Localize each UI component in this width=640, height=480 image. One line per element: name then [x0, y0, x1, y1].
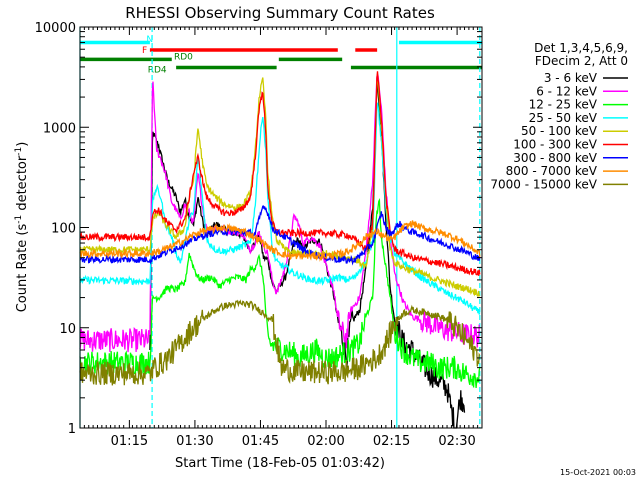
flag-label-rd0: RD0	[174, 52, 193, 62]
legend-label-1: 6 - 12 keV	[536, 84, 598, 98]
flag-bars: NF RD0 RD4	[80, 35, 482, 76]
series-lines	[79, 71, 481, 429]
legend-label-3: 25 - 50 keV	[529, 111, 598, 125]
y-axis-label-main: Count Rate (s	[15, 224, 30, 313]
y-tick-label-1: 10	[59, 322, 76, 337]
series-line-2	[79, 198, 481, 389]
series-line-1	[79, 73, 481, 353]
legend-header-line1: Det 1,3,4,5,6,9,	[534, 41, 628, 55]
flag-label-n: N	[146, 35, 153, 45]
axes: 01:15 01:30 01:45 02:00 02:15 02:30 1 10 100 1000…	[35, 21, 483, 449]
x-tick-label-3: 02:00	[307, 434, 344, 449]
x-tick-label-5: 02:30	[438, 434, 475, 449]
x-tick-label-1: 01:30	[176, 434, 213, 449]
y-tick-label-4: 10000	[35, 21, 76, 36]
flag-label-f: F	[142, 46, 147, 56]
legend-label-0: 3 - 6 keV	[544, 71, 598, 85]
series-line-8	[79, 299, 481, 386]
y-axis-label-sup2: -1	[14, 147, 24, 156]
y-tick-label-0: 1	[68, 422, 76, 437]
legend-label-4: 50 - 100 keV	[521, 124, 598, 138]
legend-label-7: 800 - 7000 keV	[506, 164, 598, 178]
legend-header-line2: FDecim 2, Att 0	[535, 54, 628, 68]
timestamp-label: 15-Oct-2021 00:03	[560, 468, 636, 477]
x-axis-label: Start Time (18-Feb-05 01:03:42)	[175, 456, 385, 471]
y-tick-label-3: 1000	[43, 121, 76, 136]
series-line-7	[79, 220, 481, 262]
series-line-6	[79, 205, 481, 266]
series-line-4	[79, 77, 481, 298]
y-axis-label: Count Rate (s-1 detector-1)	[14, 142, 30, 313]
legend-label-2: 12 - 25 keV	[529, 98, 598, 112]
legend-label-8: 7000 - 15000 keV	[490, 177, 597, 191]
y-axis-label-sup1: -1	[14, 215, 24, 224]
y-axis-label-end: )	[15, 142, 30, 147]
x-tick-label-2: 01:45	[242, 434, 279, 449]
series-line-5	[79, 71, 481, 276]
x-tick-label-4: 02:15	[373, 434, 410, 449]
flag-label-rd4: RD4	[148, 66, 167, 76]
y-axis-label-detector: detector	[15, 155, 30, 215]
chart-title: RHESSI Observing Summary Count Rates	[125, 4, 435, 22]
legend-label-5: 100 - 300 keV	[513, 138, 597, 152]
series-line-0	[149, 76, 466, 429]
legend-label-6: 300 - 800 keV	[513, 151, 597, 165]
y-tick-label-2: 100	[51, 222, 76, 237]
x-tick-label-0: 01:15	[111, 434, 148, 449]
